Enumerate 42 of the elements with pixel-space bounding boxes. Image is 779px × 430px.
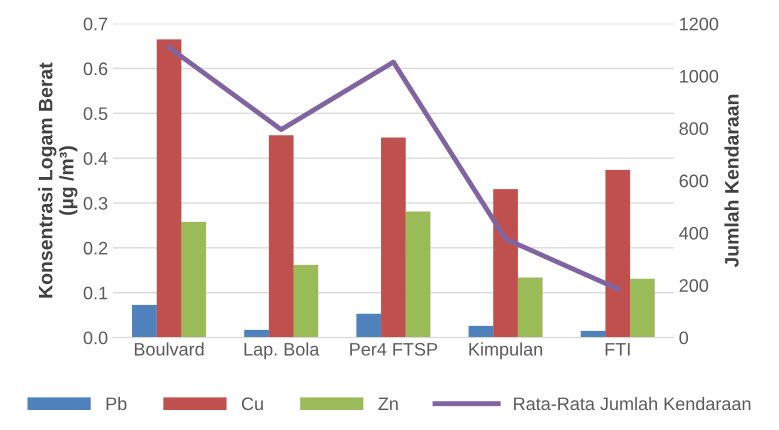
bar (294, 264, 318, 338)
y-tick-label: 0.3 (84, 196, 108, 210)
bar (132, 304, 157, 338)
bar (518, 277, 543, 338)
bar (468, 326, 494, 338)
bar (156, 39, 182, 338)
bar (493, 189, 518, 338)
y-tick-label: 0.2 (84, 242, 108, 255)
y-tick-label: 0.6 (84, 62, 108, 76)
y-axis-title: Konsentrasi Logam Berat (µg /m³) (38, 62, 78, 298)
bar (381, 138, 406, 338)
x-tick-label: FTI (606, 343, 630, 356)
y2-tick-label: 800 (679, 122, 708, 136)
y-tick-label: 0.1 (84, 286, 108, 300)
y2-tick-label: 0 (679, 331, 688, 344)
bar (605, 170, 630, 338)
y2-tick-label: 1200 (680, 18, 718, 30)
bar (244, 330, 269, 338)
legend-label: Zn (378, 398, 398, 410)
line-series (166, 45, 620, 292)
y-tick-label: 0.5 (84, 107, 108, 120)
y2-tick-label: 600 (680, 174, 708, 188)
x-tick-label: Lap. Bola (244, 342, 320, 360)
bar (630, 278, 655, 338)
bar (268, 135, 294, 338)
x-tick-label: Boulvard (134, 342, 204, 356)
x-tick-label: Per4 FTSP (350, 342, 438, 356)
legend-label: Cu (242, 397, 263, 410)
y-tick-label: 0.0 (84, 331, 108, 344)
y-tick-label: 0.4 (84, 152, 108, 165)
bar (356, 314, 382, 338)
y2-tick-label: 200 (680, 279, 708, 292)
y2-tick-label: 400 (679, 226, 708, 240)
y2-axis-title: Jumlah Kendaraan (724, 94, 739, 268)
y-tick-label: 0.7 (84, 18, 108, 30)
y2-tick-label: 1000 (680, 70, 718, 83)
bar (406, 212, 430, 338)
bar (181, 222, 206, 338)
legend-label: Rata-Rata Jumlah Kendaraan (514, 396, 750, 410)
legend-label: Pb (106, 396, 126, 410)
bar (580, 330, 606, 338)
x-tick-label: Kimpulan (469, 342, 542, 360)
